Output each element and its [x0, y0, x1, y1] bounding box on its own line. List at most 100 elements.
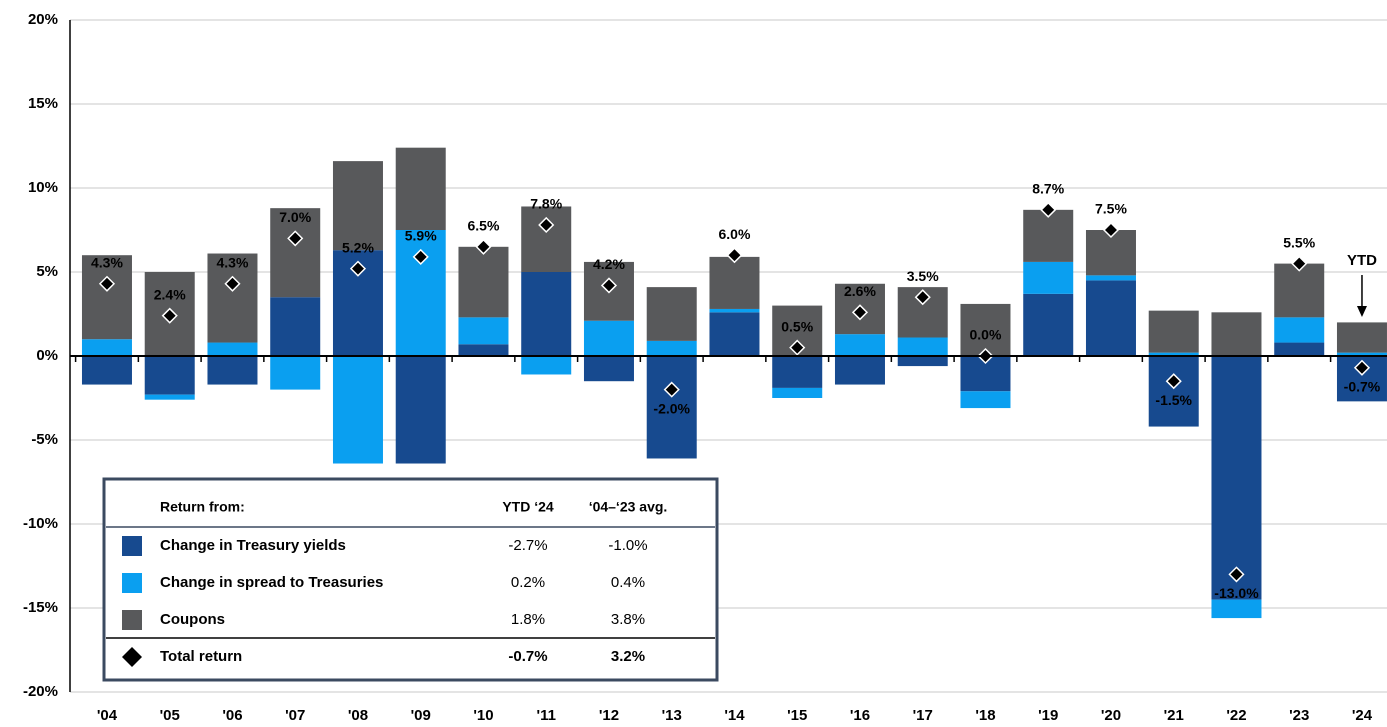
x-tick-label: '09	[411, 707, 431, 724]
bar-segment	[1211, 312, 1262, 356]
bar-segment	[270, 297, 321, 356]
bar-segment	[1211, 356, 1262, 600]
y-tick-label: -5%	[31, 431, 58, 448]
bar-segment	[81, 339, 132, 356]
bar-segment	[1336, 352, 1387, 356]
data-label: 7.0%	[279, 209, 311, 225]
bar-segment	[332, 161, 383, 251]
bar-segment	[1148, 310, 1199, 353]
total-marker	[98, 275, 116, 292]
bar-segment	[1274, 317, 1325, 343]
data-label: 5.5%	[1283, 234, 1315, 250]
bar-segment	[1274, 263, 1325, 318]
bar-segment	[960, 303, 1011, 356]
x-tick-label: '13	[662, 707, 682, 724]
table-header: YTD ‘24	[502, 499, 554, 515]
total-marker	[663, 381, 680, 398]
legend-label: Change in Treasury yields	[160, 537, 346, 554]
data-label: 0.0%	[970, 327, 1002, 343]
bar-segment	[709, 308, 760, 313]
total-marker	[287, 230, 304, 247]
y-tick-label: 5%	[36, 263, 58, 280]
x-tick-label: '16	[850, 707, 870, 724]
data-label: 6.5%	[468, 218, 500, 234]
data-label: -13.0%	[1214, 585, 1259, 601]
bar-segment	[81, 356, 132, 385]
bar-segment	[332, 356, 383, 464]
total-marker	[789, 339, 806, 356]
bar-segment	[1148, 356, 1199, 427]
bar-segment	[458, 246, 509, 318]
data-label: 5.9%	[405, 228, 437, 244]
total-marker	[600, 277, 618, 294]
y-tick-label: 10%	[28, 179, 58, 196]
bar-segment	[1085, 275, 1136, 281]
table-cell: -2.7%	[508, 537, 547, 554]
bar-segment	[709, 256, 760, 309]
data-label: 4.2%	[593, 256, 625, 272]
data-label: 4.3%	[217, 254, 249, 270]
total-marker	[1228, 566, 1245, 583]
data-label: -1.5%	[1155, 392, 1192, 408]
bar-segment	[1085, 280, 1136, 356]
x-tick-label: '10	[473, 707, 493, 724]
total-marker	[224, 275, 241, 292]
legend-swatch	[122, 573, 142, 593]
bar-segment	[646, 287, 697, 341]
bar-segment	[395, 147, 446, 230]
bar-segment	[521, 356, 572, 375]
bar-segment	[960, 391, 1011, 409]
bar-segment	[270, 356, 321, 390]
bar-segment	[1023, 261, 1074, 294]
total-marker	[1040, 201, 1057, 218]
bar-segment	[1023, 209, 1074, 262]
x-tick-label: '15	[787, 707, 807, 724]
data-label: 4.3%	[91, 254, 123, 270]
legend-label: Coupons	[160, 611, 225, 628]
annotation-arrowhead	[1356, 306, 1367, 317]
bar-segment	[207, 356, 258, 385]
x-tick-label: '21	[1164, 707, 1184, 724]
total-marker	[1353, 359, 1371, 376]
total-marker	[1102, 221, 1120, 239]
bar-segment	[144, 394, 195, 400]
bar-segment	[1274, 342, 1325, 356]
bar-segment	[583, 356, 634, 382]
data-label: 2.4%	[154, 286, 186, 302]
y-tick-label: 0%	[36, 347, 58, 364]
x-tick-label: '11	[537, 707, 556, 724]
x-tick-label: '05	[160, 707, 180, 724]
data-label: 5.2%	[342, 239, 374, 255]
table-cell: -1.0%	[608, 537, 647, 554]
bar-segment	[897, 356, 948, 367]
total-marker	[412, 248, 429, 265]
table-cell: 3.2%	[611, 648, 645, 665]
total-marker	[349, 260, 367, 277]
table-box	[102, 477, 719, 682]
legend-swatch	[122, 610, 142, 630]
y-tick-label: 20%	[28, 11, 58, 28]
bar-segment	[207, 253, 258, 343]
bar-segment	[646, 340, 697, 356]
annotation: YTD	[1347, 252, 1377, 269]
x-tick-label: '14	[724, 707, 745, 724]
legend-label: Change in spread to Treasuries	[160, 574, 383, 591]
x-tick-label: '04	[97, 707, 118, 724]
bar-segment	[834, 356, 885, 385]
data-label: -0.7%	[1344, 378, 1381, 394]
bar-segment	[583, 320, 634, 356]
y-tick-label: -15%	[23, 599, 58, 616]
data-label: 0.5%	[781, 318, 813, 334]
bar-segment	[207, 342, 258, 356]
table-cell: -0.7%	[508, 648, 547, 665]
total-marker	[914, 289, 931, 306]
x-tick-label: '17	[913, 707, 933, 724]
table-cell: 0.4%	[611, 574, 645, 591]
legend-diamond	[122, 647, 142, 667]
bar-segment	[1023, 293, 1074, 356]
table-cell: 3.8%	[611, 611, 645, 628]
data-label: -2.0%	[653, 400, 690, 416]
data-label: 3.5%	[907, 268, 939, 284]
bar-segment	[709, 312, 760, 356]
